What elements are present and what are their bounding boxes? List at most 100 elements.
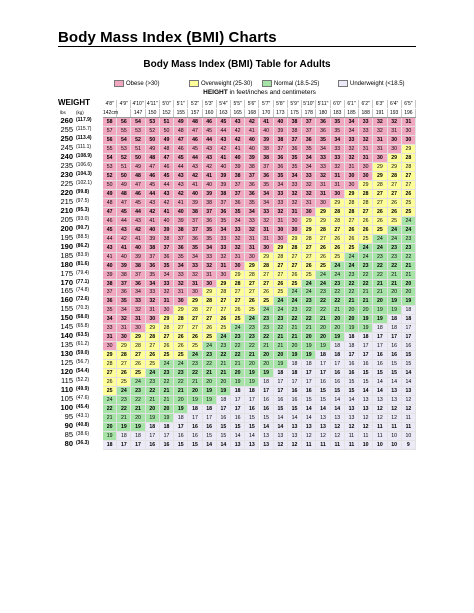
bmi-cell: 37 <box>174 234 189 244</box>
bmi-cell: 34 <box>302 153 317 163</box>
bmi-cell: 20 <box>159 405 175 415</box>
bmi-cell: 36 <box>117 288 132 298</box>
weight-row: 160 (72.6) <box>58 296 104 304</box>
bmi-cell: 10 <box>373 441 388 450</box>
bmi-cell: 11 <box>401 414 416 424</box>
bmi-cell: 31 <box>245 234 260 244</box>
bmi-cell: 24 <box>373 243 388 253</box>
weight-row: 185 (83.9) <box>58 252 104 260</box>
chart-legend: Obese (>30) Overweight (25-30) Normal (18.… <box>114 78 416 89</box>
bmi-cell: 35 <box>117 297 132 307</box>
unit-lbs-label: lbs <box>60 110 66 115</box>
weight-kg: (36.3) <box>76 440 90 447</box>
height-ft-label: 5'9" <box>288 100 303 108</box>
bmi-cell: 24 <box>216 333 232 343</box>
bmi-cell: 12 <box>387 405 402 415</box>
legend-swatch <box>189 80 199 87</box>
bmi-cell: 23 <box>174 369 189 379</box>
bmi-cell: 17 <box>316 360 331 370</box>
bmi-cell: 23 <box>145 378 160 388</box>
weight-lbs: 160 <box>60 295 73 305</box>
bmi-cell: 18 <box>302 360 317 370</box>
weight-row: 175 (79.4) <box>58 270 104 278</box>
bmi-cell: 42 <box>131 225 146 235</box>
bmi-cell: 20 <box>344 306 360 316</box>
bmi-cell: 40 <box>145 225 160 235</box>
bmi-cell: 26 <box>359 216 374 226</box>
bmi-cell: 22 <box>344 279 360 289</box>
bmi-cell: 27 <box>302 252 317 262</box>
bmi-cell: 25 <box>159 351 175 361</box>
bmi-cell: 26 <box>316 243 331 253</box>
bmi-cell: 38 <box>103 279 118 289</box>
bmi-cell: 38 <box>131 261 146 271</box>
bmi-cell: 18 <box>174 414 189 424</box>
bmi-cell: 28 <box>231 279 246 289</box>
height-cm-label: 147 <box>131 109 146 117</box>
bmi-cell: 10 <box>359 441 374 450</box>
height-ft-label: 6'2" <box>359 100 374 108</box>
bmi-cell: 14 <box>373 378 388 388</box>
bmi-cell: 29 <box>245 261 260 271</box>
bmi-cell: 24 <box>302 288 317 298</box>
bmi-cell: 27 <box>131 351 146 361</box>
bmi-cell: 20 <box>359 306 374 316</box>
bmi-cell: 34 <box>103 315 118 325</box>
height-cm-label: 196 <box>402 109 416 117</box>
bmi-cell: 18 <box>344 342 360 352</box>
bmi-cell: 27 <box>202 306 217 316</box>
bmi-cell: 16 <box>259 396 274 406</box>
bmi-cell: 31 <box>359 153 374 163</box>
bmi-cell: 28 <box>344 198 360 208</box>
bmi-cell: 37 <box>287 135 303 145</box>
bmi-cell: 22 <box>401 252 416 262</box>
bmi-cell: 31 <box>302 198 317 208</box>
bmi-cell: 31 <box>159 297 175 307</box>
bmi-cell: 18 <box>202 405 217 415</box>
bmi-cell: 30 <box>344 180 360 190</box>
bmi-cell: 30 <box>387 135 402 145</box>
height-ft-label: 5'2" <box>188 100 203 108</box>
bmi-cell: 44 <box>103 234 118 244</box>
weight-kg: (97.5) <box>76 197 90 204</box>
bmi-cell: 20 <box>103 423 118 433</box>
weight-lbs: 120 <box>60 367 73 377</box>
bmi-cell: 28 <box>174 315 189 325</box>
bmi-cell: 27 <box>401 180 416 190</box>
bmi-cell: 42 <box>231 126 246 136</box>
bmi-cell: 18 <box>330 351 345 361</box>
bmi-cell: 48 <box>174 126 189 136</box>
bmi-cell: 20 <box>302 333 317 343</box>
bmi-cell: 16 <box>344 369 360 379</box>
bmi-cell: 18 <box>273 369 288 379</box>
bmi-cell: 34 <box>159 270 175 280</box>
bmi-cell: 27 <box>188 315 203 325</box>
weight-kg: (56.7) <box>76 359 90 366</box>
bmi-cell: 23 <box>316 288 331 298</box>
bmi-cell: 17 <box>401 324 416 334</box>
height-ft-label: 5'10" <box>302 100 317 108</box>
weight-kg: (88.5) <box>76 233 90 240</box>
bmi-cell: 29 <box>117 342 132 352</box>
bmi-cell: 50 <box>159 126 175 136</box>
legend-swatch <box>114 80 124 87</box>
bmi-cell: 31 <box>188 279 203 289</box>
bmi-cell: 31 <box>259 234 274 244</box>
bmi-cell: 23 <box>231 333 246 343</box>
weight-kg: (77.1) <box>76 278 90 285</box>
bmi-cell: 41 <box>131 234 146 244</box>
bmi-cell: 44 <box>159 180 175 190</box>
bmi-cell: 25 <box>131 369 146 379</box>
bmi-cell: 29 <box>159 315 175 325</box>
bmi-cell: 19 <box>302 351 317 361</box>
bmi-cell: 32 <box>359 135 374 145</box>
bmi-cell: 40 <box>202 180 217 190</box>
bmi-cell: 24 <box>145 369 160 379</box>
bmi-cell: 10 <box>387 441 402 450</box>
bmi-cell: 19 <box>117 423 132 433</box>
bmi-cell: 20 <box>287 342 303 352</box>
weight-row: 220 (99.8) <box>58 189 104 197</box>
bmi-cell: 35 <box>330 118 345 127</box>
bmi-cell: 19 <box>330 333 345 343</box>
bmi-cell: 17 <box>401 333 416 343</box>
